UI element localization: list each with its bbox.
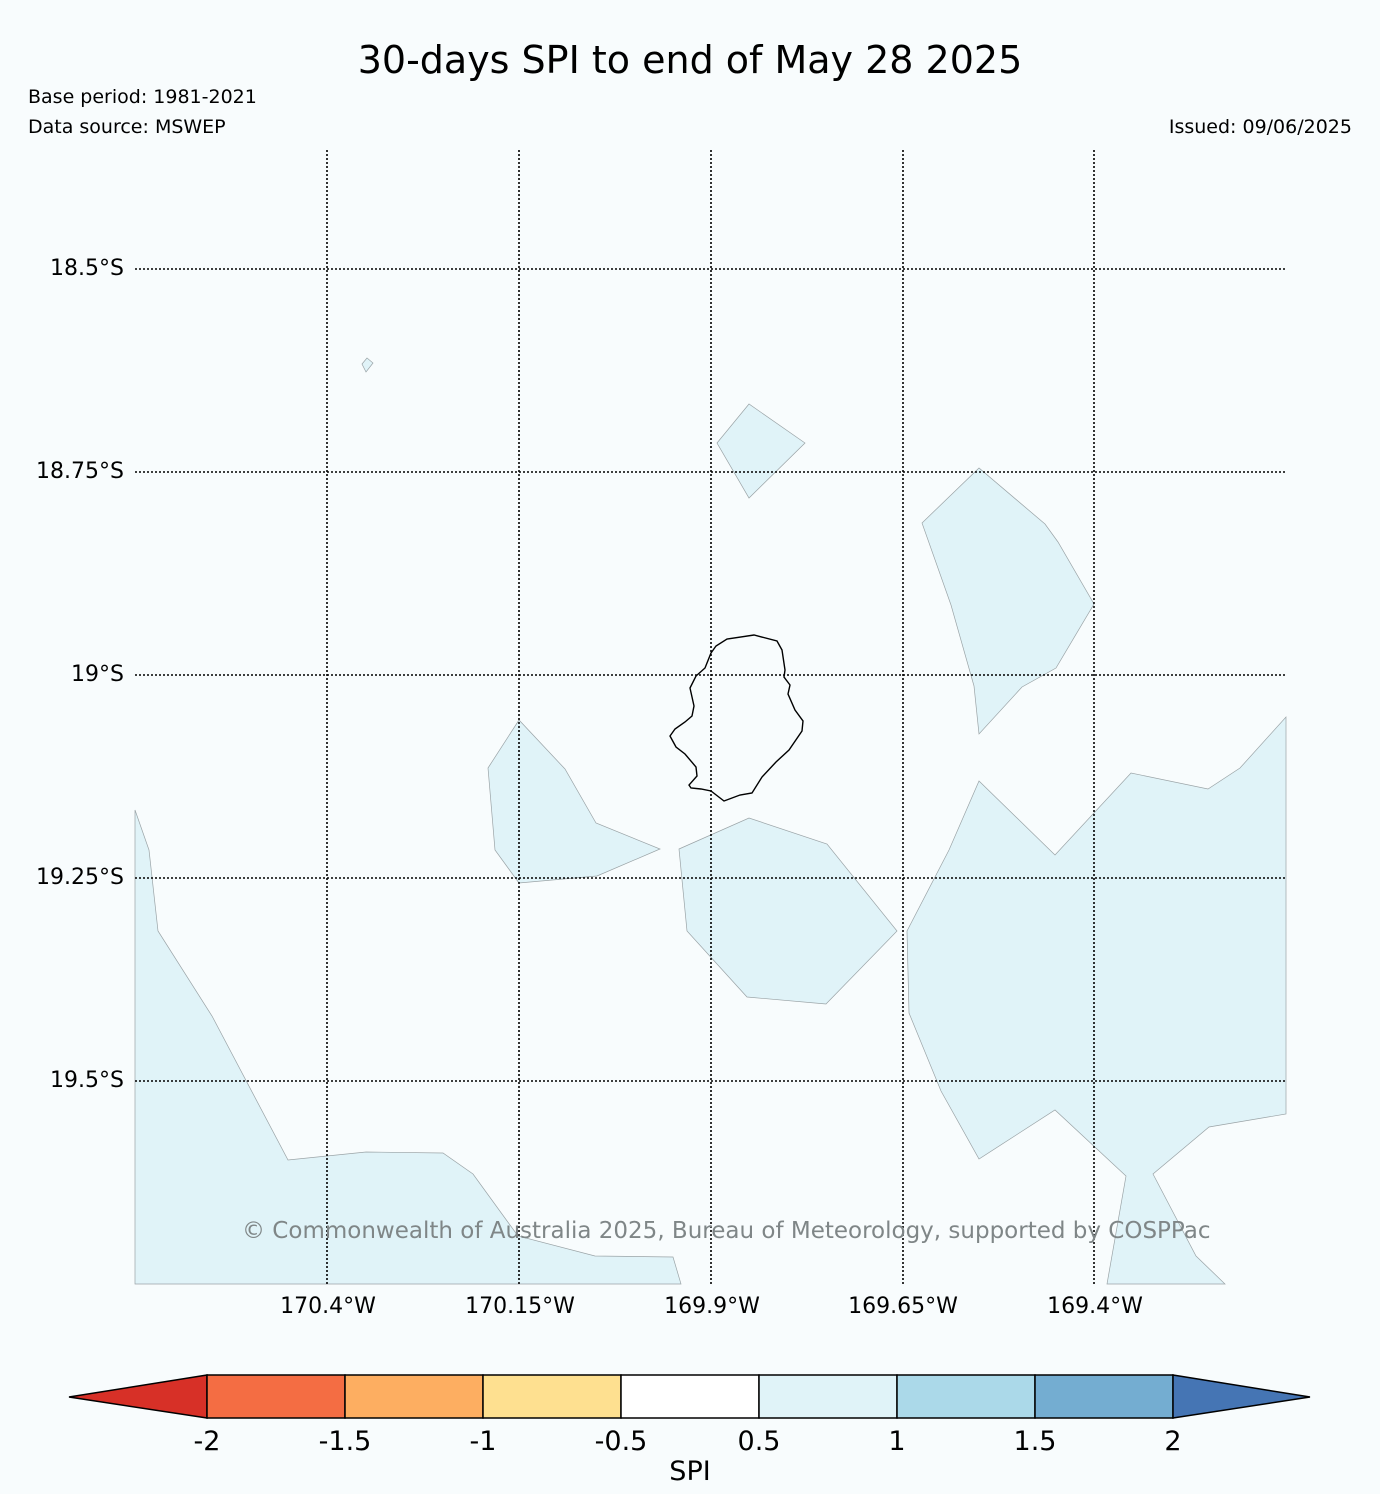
- lon-label: 169.9°W: [664, 1294, 760, 1319]
- lat-label: 19°S: [71, 662, 124, 687]
- colorbar-bin: [482, 1374, 622, 1419]
- colorbar-bin: [620, 1374, 760, 1419]
- lon-label: 170.4°W: [280, 1294, 376, 1319]
- copyright-text: © Commonwealth of Australia 2025, Bureau…: [242, 1218, 1211, 1244]
- colorbar-tick-label: 2: [1164, 1426, 1182, 1457]
- spi-region-north: [716, 403, 806, 499]
- spi-colorbar: [68, 1374, 1311, 1419]
- graticule: [135, 150, 1286, 1284]
- colorbar-tick-label: 1.5: [1013, 1426, 1057, 1457]
- lat-label: 19.25°S: [36, 865, 124, 890]
- data-source-text: Data source: MSWEP: [28, 116, 226, 138]
- colorbar-bin: [344, 1374, 484, 1419]
- spi-region-east: [906, 716, 1287, 1285]
- lon-label: 169.4°W: [1047, 1294, 1143, 1319]
- spi-region-west: [487, 719, 661, 884]
- spi-region-small-islet: [361, 357, 374, 373]
- colorbar-extend-high: [1172, 1374, 1311, 1419]
- island-coastline: [669, 634, 804, 802]
- lon-label: 169.65°W: [848, 1294, 958, 1319]
- colorbar-tick-label: 1: [888, 1426, 906, 1457]
- lat-label: 18.5°S: [50, 256, 124, 281]
- colorbar-bin: [896, 1374, 1036, 1419]
- colorbar-bin: [206, 1374, 346, 1419]
- colorbar-tick-label: -1: [469, 1426, 497, 1457]
- lon-label: 170.15°W: [465, 1294, 575, 1319]
- colorbar-extend-low: [68, 1374, 208, 1419]
- colorbar-tick-label: 0.5: [737, 1426, 781, 1457]
- colorbar-tick-label: -2: [193, 1426, 221, 1457]
- issued-date-text: Issued: 09/06/2025: [1168, 116, 1352, 138]
- colorbar-tick-label: -1.5: [318, 1426, 372, 1457]
- spi-shaded-regions: [134, 357, 1287, 1285]
- spi-region-northeast: [921, 467, 1095, 735]
- base-period-text: Base period: 1981-2021: [28, 86, 257, 108]
- colorbar-title: SPI: [669, 1456, 711, 1487]
- spi-region-south-central: [678, 817, 898, 1005]
- lat-label: 19.5°S: [50, 1068, 124, 1093]
- colorbar-tick-label: -0.5: [594, 1426, 648, 1457]
- colorbar-bin: [1034, 1374, 1174, 1419]
- map-title: 30-days SPI to end of May 28 2025: [357, 38, 1023, 82]
- spi-region-southwest: [134, 809, 682, 1285]
- colorbar-bin: [758, 1374, 898, 1419]
- lat-label: 18.75°S: [36, 459, 124, 484]
